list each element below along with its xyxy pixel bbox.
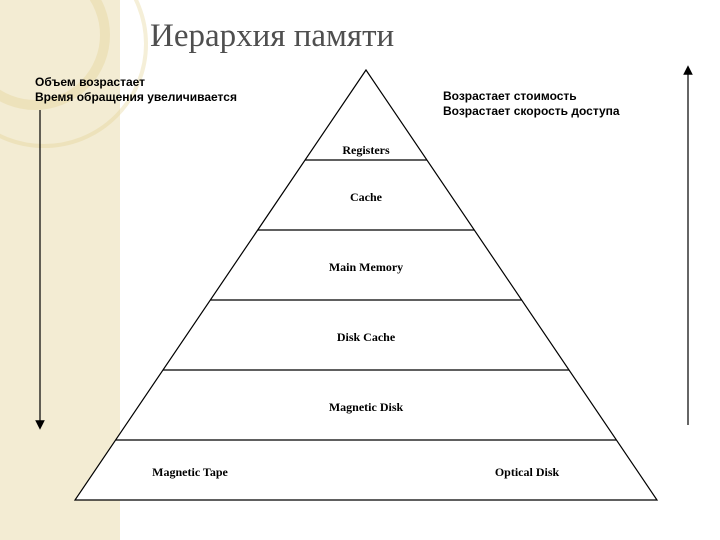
level-label-2: Main Memory (329, 260, 403, 275)
pyramid-outline (75, 70, 657, 500)
level-label-3: Disk Cache (337, 330, 395, 345)
level-label-0: Registers (342, 143, 389, 158)
level-label-1: Cache (350, 190, 382, 205)
bottom-label-1: Optical Disk (495, 465, 559, 480)
level-label-4: Magnetic Disk (329, 400, 403, 415)
bottom-label-0: Magnetic Tape (152, 465, 228, 480)
